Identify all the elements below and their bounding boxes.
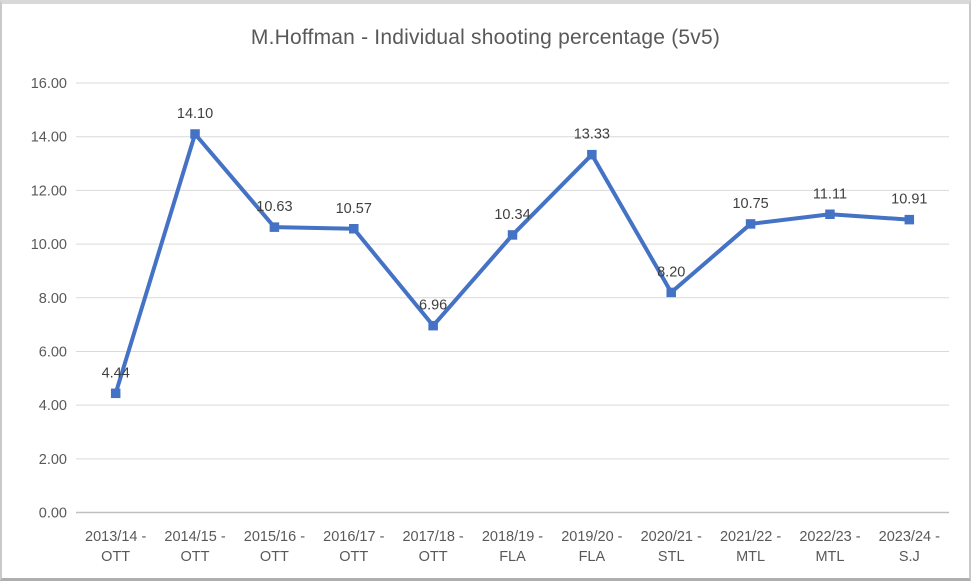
x-axis-tick-label: 2016/17 -OTT (323, 529, 384, 565)
data-point-marker (587, 149, 597, 160)
y-axis-tick-label: 0.00 (39, 506, 67, 522)
data-point-label: 4.44 (102, 365, 130, 381)
data-point-label: 13.33 (574, 127, 610, 143)
x-axis-tick-label: 2021/22 -MTL (720, 529, 781, 565)
data-point-label: 6.96 (419, 298, 447, 314)
data-point-marker (349, 224, 359, 234)
data-point-label: 8.20 (657, 264, 685, 280)
data-point-marker (190, 129, 200, 139)
data-point-label: 10.34 (494, 207, 530, 223)
data-point-label: 10.91 (891, 192, 927, 208)
x-axis-tick-label: 2020/21 -STL (641, 529, 702, 565)
data-point-label: 10.57 (336, 201, 372, 217)
data-point-marker (904, 214, 915, 225)
y-axis-tick-label: 6.00 (39, 344, 67, 360)
y-axis-tick-label: 2.00 (39, 452, 67, 468)
data-point-marker (428, 320, 438, 331)
y-axis-tick-label: 14.00 (31, 130, 67, 146)
x-axis-tick-label: 2019/20 -FLA (561, 529, 622, 565)
data-point-marker (745, 219, 756, 229)
y-axis-tick-label: 8.00 (39, 291, 67, 307)
x-axis-tick-label: 2023/24 -S.J (879, 529, 940, 565)
data-point-label: 10.75 (732, 196, 768, 212)
data-point-marker (666, 287, 676, 298)
x-axis-tick-label: 2014/15 -OTT (164, 529, 225, 565)
y-axis-tick-label: 12.00 (31, 183, 67, 199)
line-chart: 0.00 2.00 4.00 6.00 8.00 10.00 12.00 14.00 16.00… (31, 76, 949, 565)
y-axis-tick-label: 16.00 (31, 76, 67, 92)
data-point-marker (825, 209, 835, 220)
data-series-line (113, 132, 912, 396)
data-point-marker (507, 230, 518, 240)
data-point-label: 11.11 (813, 186, 847, 202)
x-axis-tick-label: 2018/19 -FLA (482, 529, 543, 565)
chart-title: M.Hoffman - Individual shooting percenta… (250, 26, 721, 49)
x-axis-tick-label: 2015/16 -OTT (244, 529, 305, 565)
x-axis-tick-label: 2013/14 -OTT (85, 529, 146, 565)
x-axis-tick-label: 2022/23 -MTL (799, 529, 860, 565)
data-point-marker (110, 388, 121, 399)
data-point-label: 14.10 (177, 106, 213, 122)
y-axis-tick-label: 4.00 (39, 398, 67, 414)
x-axis-tick-label: 2017/18 -OTT (402, 529, 463, 565)
y-axis-tick-label: 10.00 (31, 237, 67, 253)
data-point-marker (269, 222, 280, 232)
data-point-label: 10.63 (256, 199, 292, 215)
